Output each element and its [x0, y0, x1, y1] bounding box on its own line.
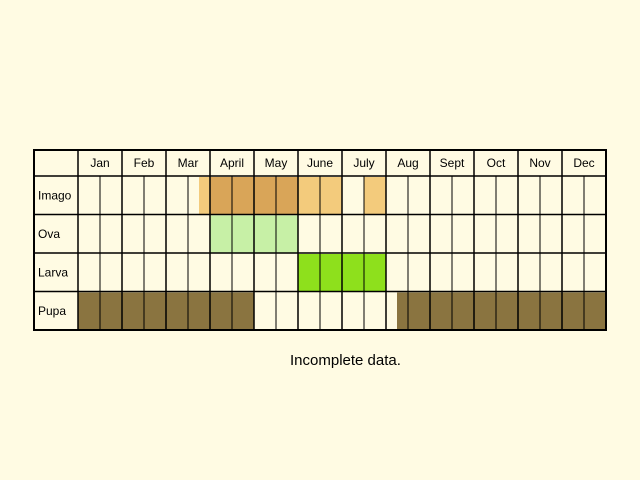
month-label: May	[265, 156, 288, 170]
stage-cell	[276, 215, 298, 253]
month-label: Mar	[178, 156, 199, 170]
month-label: Aug	[397, 156, 418, 170]
stage-cell	[210, 292, 232, 330]
stage-cell	[320, 177, 342, 215]
stage-cell	[452, 292, 474, 330]
stage-cell	[562, 292, 584, 330]
stage-label: Imago	[38, 188, 72, 202]
stage-label: Pupa	[38, 304, 66, 318]
stage-cell	[298, 254, 320, 292]
month-label: Nov	[529, 156, 550, 170]
stage-cell	[254, 215, 276, 253]
stage-cell	[232, 215, 254, 253]
stage-cell	[166, 292, 188, 330]
stage-cell	[100, 292, 122, 330]
chart-note: Incomplete data.	[290, 352, 401, 369]
stage-cell	[122, 292, 144, 330]
stage-cell	[188, 292, 210, 330]
stage-cell	[232, 177, 254, 215]
stage-cell	[474, 292, 496, 330]
stage-cell	[298, 177, 320, 215]
stage-label: Ova	[38, 227, 60, 241]
stage-cell	[78, 292, 100, 330]
stage-cell	[342, 254, 364, 292]
stage-cell	[496, 292, 518, 330]
stage-cell	[144, 292, 166, 330]
stage-cell	[210, 215, 232, 253]
stage-cell	[408, 292, 430, 330]
stage-cell	[199, 177, 210, 215]
month-label: Feb	[134, 156, 155, 170]
stage-cell	[518, 292, 540, 330]
stage-cell	[276, 177, 298, 215]
stage-cell	[584, 292, 606, 330]
month-label: Dec	[573, 156, 594, 170]
month-label: Jan	[90, 156, 109, 170]
month-label: July	[353, 156, 374, 170]
stage-cell	[254, 177, 276, 215]
stage-cell	[232, 292, 254, 330]
stage-cell	[397, 292, 408, 330]
month-label: June	[307, 156, 333, 170]
month-label: April	[220, 156, 244, 170]
stage-cell	[430, 292, 452, 330]
stage-label: Larva	[38, 265, 68, 279]
stage-cell	[540, 292, 562, 330]
stage-cell	[320, 254, 342, 292]
month-label: Sept	[440, 156, 465, 170]
stage-cell	[364, 177, 386, 215]
stage-cell	[210, 177, 232, 215]
stage-cell	[364, 254, 386, 292]
month-label: Oct	[487, 156, 506, 170]
